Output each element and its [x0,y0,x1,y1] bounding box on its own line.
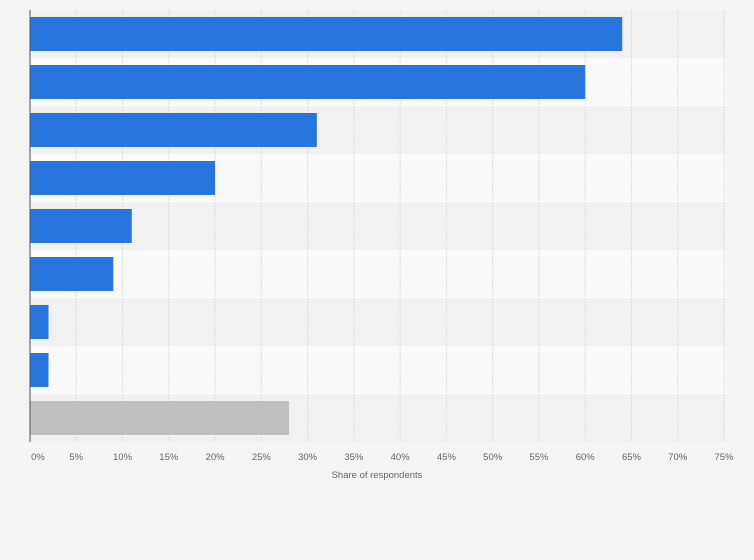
row-band [30,346,726,394]
x-tick-label: 75% [714,452,734,463]
x-tick-label: 30% [298,452,318,463]
x-tick-label: 15% [159,452,179,463]
bar[interactable] [30,161,216,195]
x-axis-label: Share of respondents [332,470,423,481]
x-tick-label: 60% [576,452,596,463]
bar[interactable] [30,113,317,147]
bar[interactable] [30,401,290,435]
bar[interactable] [30,17,623,51]
bar[interactable] [30,305,49,339]
bar[interactable] [30,65,586,99]
x-tick-label: 40% [391,452,411,463]
row-band [30,298,726,346]
x-tick-label: 20% [206,452,226,463]
x-tick-label: 50% [483,452,503,463]
x-tick-label: 45% [437,452,457,463]
x-tick-label: 5% [69,452,83,463]
bar[interactable] [30,209,132,243]
x-tick-label: 25% [252,452,272,463]
x-tick-label: 70% [668,452,688,463]
x-tick-label: 0% [31,452,45,463]
bars [30,17,623,435]
row-band [30,250,726,298]
row-band [30,202,726,250]
x-tick-label: 65% [622,452,642,463]
x-tick-label: 10% [113,452,133,463]
x-tick-label: 55% [529,452,549,463]
bar[interactable] [30,353,49,387]
x-tick-labels: 0% 5% 10% 15% 20% 25% 30% 35% 40% 45% 50% 55% 60% 65%… [31,452,734,463]
bar[interactable] [30,257,114,291]
x-tick-label: 35% [344,452,364,463]
